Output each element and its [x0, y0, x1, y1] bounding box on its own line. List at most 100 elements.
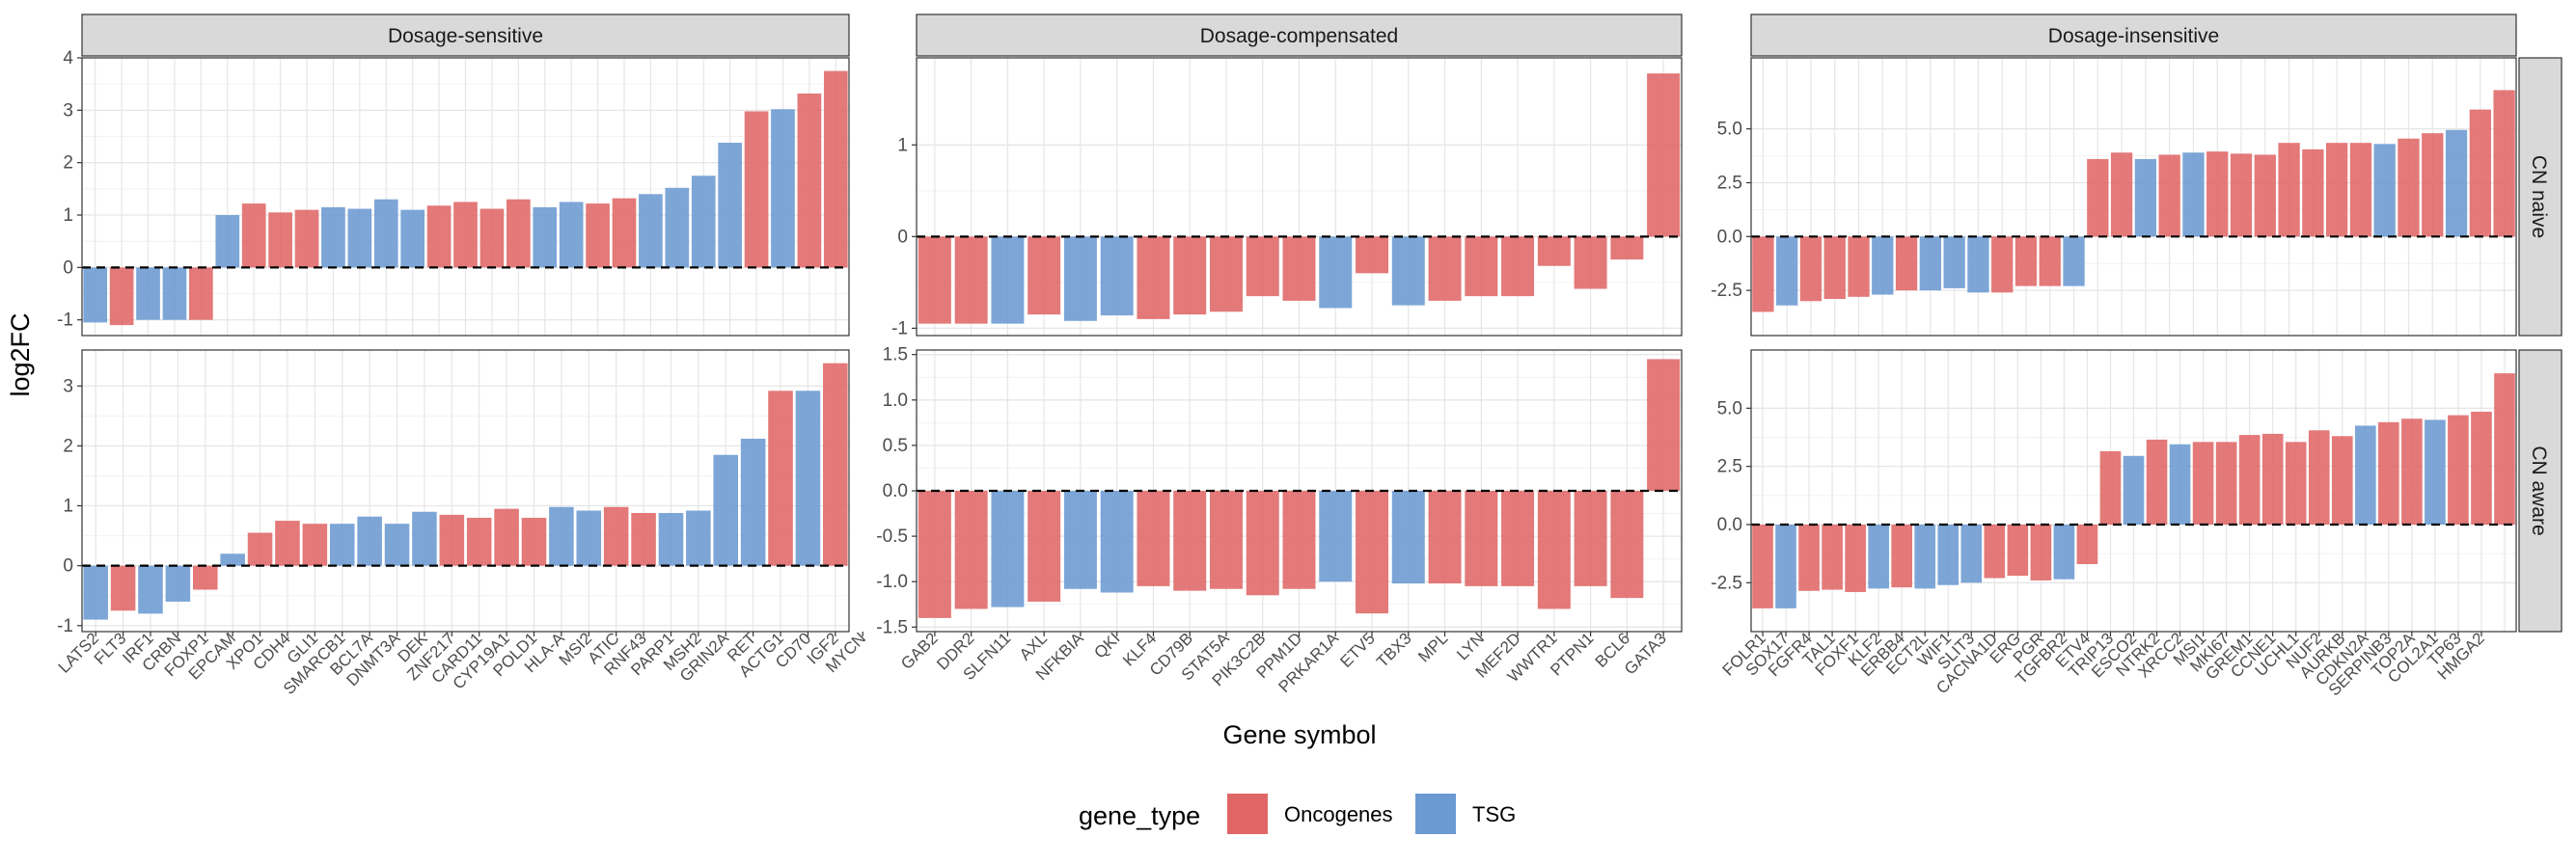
bar-ptpn1 [1574, 236, 1607, 289]
bar-tgfbr2 [2053, 524, 2075, 580]
bar-top2a [2401, 418, 2423, 525]
y-tick-label: -1 [57, 310, 73, 331]
bar-esco2 [2123, 455, 2145, 525]
column-strip-label: Dosage-compensated [1200, 25, 1398, 47]
y-tick-label: 0 [897, 227, 908, 247]
bar-grin2a [691, 176, 716, 268]
legend-label-tsg: TSG [1472, 802, 1516, 826]
bar-pold1 [506, 199, 531, 268]
bar-ccne1 [2261, 433, 2284, 525]
bar-ret [740, 438, 766, 566]
bar-pgr [2030, 524, 2052, 580]
y-tick-label: 0.5 [883, 436, 908, 456]
bar-msh2 [686, 510, 711, 566]
gene-label-mpl: MPL [1414, 629, 1451, 665]
column-strip-label: Dosage-insensitive [2048, 25, 2219, 47]
x-axis-title: Gene symbol [1222, 720, 1376, 749]
bar-tal1 [1823, 236, 1846, 300]
legend: gene_type Oncogenes TSG [1079, 794, 1516, 834]
bar-tgfbr2 [2063, 236, 2085, 286]
bar-mef2d [1501, 491, 1535, 586]
bar-ppm1d [1282, 236, 1316, 301]
bar-card11 [453, 202, 478, 268]
legend-title: gene_type [1079, 801, 1200, 830]
y-tick-label: 2 [63, 153, 73, 174]
bar-pik3c2b [1246, 236, 1279, 297]
bar-xpo1 [241, 203, 266, 268]
bar-klf4 [1137, 236, 1170, 319]
bar-klf2 [1872, 236, 1894, 295]
bar-crbn [165, 565, 191, 602]
bar-cd79b [1173, 236, 1207, 315]
row-strip-background [2518, 57, 2562, 337]
bar-hla-a [533, 206, 558, 268]
y-tick-label: 2 [63, 436, 73, 456]
y-tick-label: 4 [63, 48, 73, 68]
bar-uchl1 [2285, 442, 2307, 525]
bar-hmga2 [2471, 411, 2492, 525]
bar-cdkn2a [2373, 144, 2396, 237]
bar-cd70 [771, 109, 795, 268]
bar-lyn [1465, 236, 1498, 297]
bar-smarcb1 [329, 524, 355, 566]
bar-rnf43 [631, 512, 656, 566]
bar-foxp1 [189, 267, 213, 320]
bar-trip13 [2110, 152, 2133, 237]
bar-sox17 [1775, 524, 1796, 608]
panel-border [81, 349, 850, 633]
bar-nfkbia [1063, 236, 1097, 321]
y-tick-label: 3 [63, 100, 73, 121]
bar-axl [1028, 236, 1061, 315]
bar-gab2 [918, 236, 951, 324]
bar-tbx3 [1391, 236, 1425, 306]
y-tick-label: 0.0 [1717, 227, 1742, 247]
bar-nuf2 [2308, 430, 2330, 525]
bar-erbb4 [1891, 524, 1913, 588]
bar-klf2 [1868, 524, 1889, 589]
bar-tp63 [2469, 109, 2491, 237]
y-tick-label: 3 [63, 376, 73, 396]
bar-flt3 [109, 267, 134, 326]
bar-irf1 [138, 565, 163, 614]
bar-serpinb3 [2378, 421, 2399, 525]
bar-erg [2014, 236, 2038, 286]
bar-tbx3 [1391, 491, 1425, 584]
bar-item-32 [2494, 373, 2515, 525]
bar-foxf1 [1848, 236, 1870, 297]
bar-ppm1d [1282, 491, 1316, 589]
bar-cd70 [795, 391, 821, 566]
bar-aurkb [2349, 143, 2372, 237]
bar-foxf1 [1845, 524, 1866, 592]
bar-col2a1 [2425, 419, 2446, 525]
bar-erg [2007, 524, 2029, 577]
bar-parp1 [658, 512, 684, 566]
bar-folr1 [1752, 236, 1774, 312]
gene-labels: LATS2FLT3IRF1CRBNFOXP1EPCAMXPO1CDH4GLI1S… [55, 629, 869, 698]
y-tick-label: -1.0 [876, 572, 908, 592]
bar-ntrk2 [2158, 154, 2180, 237]
y-tick-label: 1 [897, 135, 908, 155]
bar-xpo1 [247, 532, 273, 566]
y-tick-label: -1 [891, 318, 908, 338]
bar-grem1 [2254, 154, 2276, 237]
bar-grin2a [713, 454, 739, 566]
bar-gata3 [1647, 73, 1681, 237]
y-tick-label: -1 [57, 616, 73, 636]
bar-tp63 [2448, 415, 2469, 525]
legend-key-tsg [1415, 794, 1456, 834]
y-tick-label: 2.5 [1717, 173, 1742, 193]
row-strip-cn-aware: CN aware [2518, 349, 2562, 633]
bar-col2a1 [2445, 129, 2468, 237]
bar-fgfr4 [1799, 236, 1822, 302]
bar-klf4 [1137, 491, 1170, 586]
gene-labels: FOLR1SOX17FGFR4TAL1FOXF1KLF2ERBB4ECT2LWI… [1719, 629, 2488, 699]
bar-tal1 [1822, 524, 1843, 590]
bar-msh2 [665, 187, 690, 268]
bar-irf1 [136, 267, 160, 320]
bar-msi1 [2192, 442, 2214, 525]
panel-border [916, 57, 1683, 337]
bar-prkar1a [1319, 236, 1353, 309]
bar-xrcc2 [2169, 444, 2191, 525]
bar-cd79b [1173, 491, 1207, 591]
